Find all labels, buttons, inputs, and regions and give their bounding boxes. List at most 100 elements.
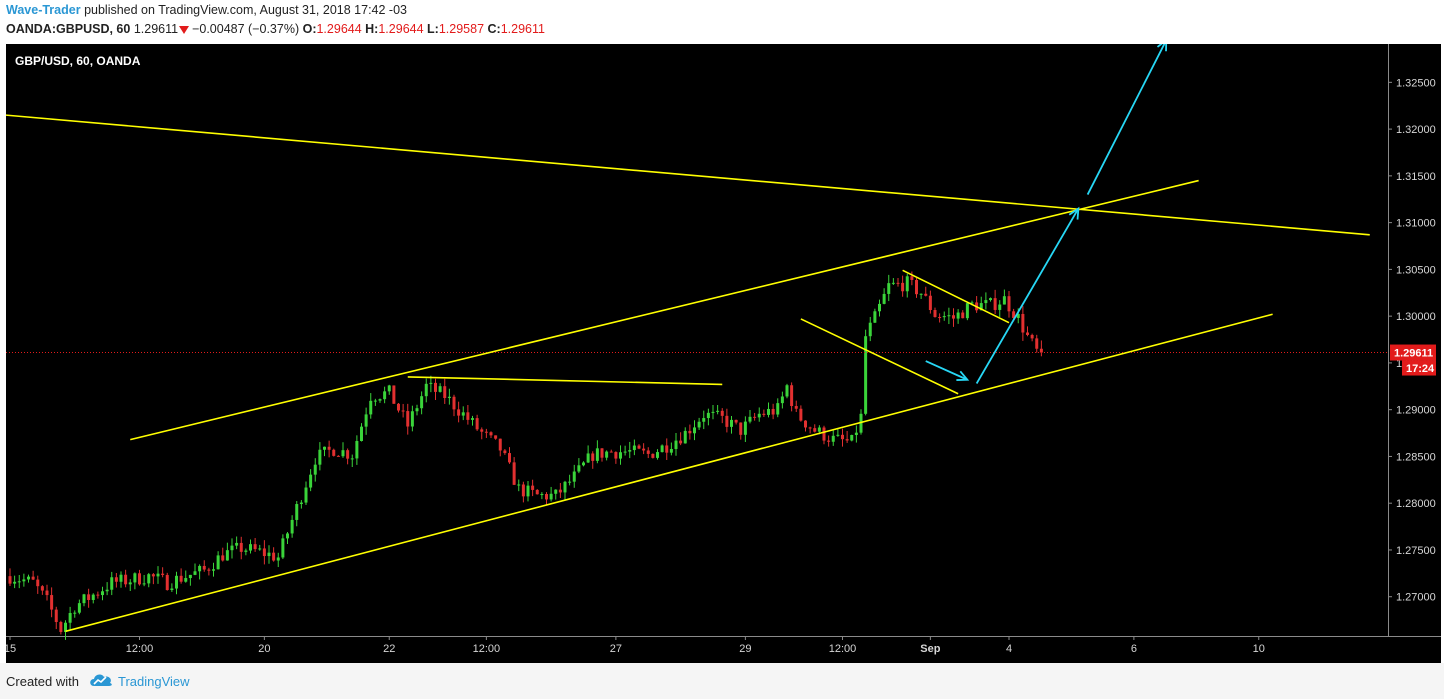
open-value: 1.29644 [316,22,362,36]
tradingview-cloud-icon [90,674,112,686]
candle-body [952,315,955,319]
candle-body [859,413,863,433]
candle-body [50,595,54,610]
candle-body [22,579,26,582]
candle-body [475,418,479,430]
candle-body [637,445,641,449]
trendline[interactable] [65,313,1273,633]
candle-body [757,413,761,418]
candle-body [688,430,692,434]
candle-body [364,414,368,427]
candle-body [785,385,789,397]
projection-arrow[interactable] [1086,39,1168,195]
candle-body [882,293,886,304]
candle-body [956,312,960,319]
trendline[interactable] [407,376,723,386]
candle-body [299,502,303,505]
candle-body [8,576,12,584]
candle-body [249,544,252,551]
candle-body [40,586,44,591]
candle-body [878,303,881,312]
candle-body [281,538,285,558]
candle-body [508,453,511,463]
candle-body [184,578,188,582]
candle-body [933,310,937,318]
y-tick-label: 1.27500 [1396,545,1436,557]
candle-body [850,435,854,441]
candle-body [91,594,95,600]
candle-body [928,295,932,311]
y-tick-label: 1.28000 [1396,498,1436,510]
candle-body [582,462,585,466]
candle-body [290,519,294,534]
candle-body [420,396,424,409]
candle-body [1039,348,1043,353]
arrow-head-icon [956,370,970,381]
candle-body [253,544,257,550]
candle-body [13,581,17,584]
candle-body [891,282,895,284]
last-price: 1.29611 [133,22,179,36]
chart-title: GBP/USD, 60, OANDA [15,54,141,68]
candle-body [114,577,118,582]
candle-body [693,427,696,434]
author-link[interactable]: Wave-Trader [6,3,81,17]
candle-body [762,413,766,415]
candle-body [989,298,992,301]
candle-body [498,438,502,451]
candle-body [360,426,363,441]
candle-body [674,440,678,449]
candle-body [683,430,687,444]
candle-body [577,465,581,472]
candle-body [503,450,507,454]
candle-body [276,557,280,561]
candle-body [873,311,877,323]
candle-body [45,590,49,596]
y-tick-label: 1.31500 [1396,171,1436,183]
x-tick-label: 29 [739,643,751,655]
candle-body [17,581,21,583]
price-chart[interactable]: 1.270001.275001.280001.285001.290001.295… [4,38,1441,663]
trendline[interactable] [5,114,1370,236]
projection-arrow[interactable] [975,208,1080,384]
candle-body [526,485,530,497]
last-price-box [1390,344,1436,361]
projection-arrow[interactable] [925,360,968,381]
candle-body [239,542,243,552]
candle-body [711,411,715,413]
chart-area[interactable]: 1.270001.275001.280001.285001.290001.295… [4,38,1441,663]
candle-body [304,487,308,503]
candle-body [776,403,780,415]
candle-body [96,594,100,596]
candle-body [993,298,997,310]
trendline[interactable] [130,179,1199,441]
candle-body [660,445,664,453]
candle-body [309,474,313,488]
candle-body [586,453,590,463]
candle-body [434,382,437,392]
candle-body [59,622,63,632]
tradingview-link[interactable]: TradingView [118,674,190,689]
candle-body [332,449,336,456]
candle-body [697,421,701,428]
y-tick-label: 1.32500 [1396,77,1436,89]
candle-body [545,494,548,500]
candle-body [970,302,974,304]
candle-body [156,573,160,577]
chart-header: Wave-Trader published on TradingView.com… [0,0,1444,44]
candles [8,271,1043,640]
low-label: L: [427,22,439,36]
candle-body [235,542,239,546]
x-tick-label: 12:00 [473,643,501,655]
drawings [5,38,1388,633]
trendline[interactable] [902,269,1010,324]
candle-body [1026,332,1029,335]
candle-body [702,418,706,422]
candle-body [87,594,91,600]
candle-body [1007,296,1011,312]
candle-body [323,446,326,450]
candle-body [665,445,669,453]
candle-body [915,279,918,295]
trendline[interactable] [800,318,959,395]
candle-body [841,434,844,440]
